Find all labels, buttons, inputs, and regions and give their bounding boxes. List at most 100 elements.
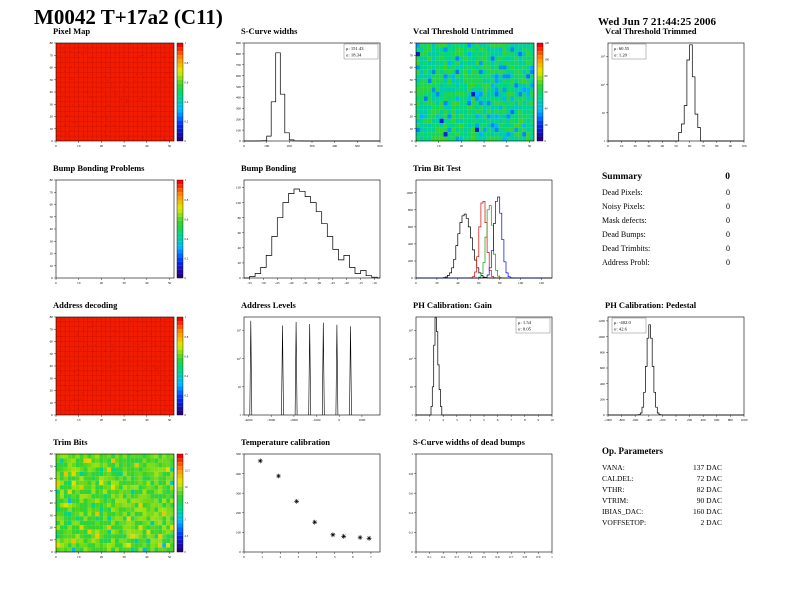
svg-text:30: 30	[50, 240, 54, 244]
op-parameter-row: IBIAS_DAC: 160 DAC	[602, 506, 722, 517]
svg-text:10: 10	[550, 418, 554, 422]
svg-text:700: 700	[236, 63, 241, 67]
svg-text:-800: -800	[618, 418, 625, 422]
svg-text:0.7: 0.7	[509, 555, 514, 559]
svg-text:0: 0	[55, 281, 57, 285]
svg-text:0.5: 0.5	[482, 555, 487, 559]
plot-title: PH Calibration: Gain	[413, 300, 492, 310]
svg-text:0.6: 0.6	[185, 354, 189, 358]
svg-text:0: 0	[185, 139, 187, 143]
svg-text:60: 60	[50, 340, 54, 344]
svg-text:-10: -10	[372, 281, 377, 285]
svg-text:0: 0	[51, 276, 53, 280]
svg-text:2: 2	[279, 555, 281, 559]
svg-text:0: 0	[239, 276, 241, 280]
svg-text:400: 400	[236, 472, 241, 476]
svg-text:30: 30	[122, 144, 126, 148]
svg-text:600: 600	[714, 418, 719, 422]
svg-text:10: 10	[410, 127, 414, 131]
svg-text:0: 0	[675, 418, 677, 422]
svg-text:100: 100	[518, 281, 523, 285]
address-decoding-chart: 10.80.60.40.200 10 20 30 40 50010203040506070…	[50, 315, 189, 422]
plot-scurve-widths-dead-bumps: S-Curve widths of dead bumps 0 0.1 0.2 0.3 0…	[398, 437, 564, 566]
svg-text:30: 30	[647, 144, 651, 148]
svg-text:0.2: 0.2	[185, 257, 189, 261]
svg-text:60: 60	[477, 281, 481, 285]
summary-row-value: 0	[726, 216, 730, 225]
dead-bumps-scurve-chart: 0 0.1 0.2 0.3 0.4 0.5 0.6 0.7 0.8 0.9 1 0 0.2 0.4 0.6 0…	[409, 452, 553, 559]
svg-text:10: 10	[77, 418, 81, 422]
svg-text:1: 1	[185, 178, 187, 182]
svg-text:0.2: 0.2	[185, 120, 189, 124]
scurve-widths-chart: 0 100 200 300 400 500 600 0 100 200 300 400 500 600 70…	[236, 41, 383, 148]
svg-text:300: 300	[309, 144, 314, 148]
svg-text:2.5: 2.5	[185, 534, 189, 538]
svg-text:10²: 10²	[237, 357, 241, 361]
svg-text:80: 80	[545, 74, 549, 78]
svg-text:0: 0	[55, 418, 57, 422]
svg-text:0.9: 0.9	[536, 555, 541, 559]
svg-text:50: 50	[50, 352, 54, 356]
svg-text:200: 200	[600, 398, 605, 402]
summary-row: Dead Pixels: 0	[602, 186, 730, 200]
address-levels-chart: -4000 -3000 -2000 -1000 0 1000 1 10 10² 10³	[237, 316, 381, 422]
plot-title: Pixel Map	[53, 26, 91, 36]
svg-text:0.4: 0.4	[185, 237, 189, 241]
svg-text:0.1: 0.1	[427, 555, 432, 559]
svg-text:9: 9	[538, 418, 540, 422]
svg-text:40: 40	[145, 555, 149, 559]
summary-row-value: 0	[726, 244, 730, 253]
svg-text:2: 2	[442, 418, 444, 422]
svg-text:σ: 18.34: σ: 18.34	[346, 53, 362, 58]
svg-text:20: 20	[545, 123, 549, 127]
summary-row-label: Address Probl:	[602, 258, 650, 267]
summary-title: Summary	[602, 172, 643, 182]
op-parameter-label: VTHR:	[602, 485, 625, 494]
svg-text:0: 0	[545, 139, 547, 143]
svg-text:600: 600	[600, 366, 605, 370]
svg-text:40: 40	[661, 144, 665, 148]
svg-text:20: 20	[410, 115, 414, 119]
svg-text:40: 40	[410, 90, 414, 94]
svg-text:1000: 1000	[741, 418, 748, 422]
svg-text:200: 200	[687, 418, 692, 422]
plot-address-decoding: Address decoding 1 0.8 0.6 0.4 0.2 0 0 10 20 30 40…	[38, 300, 204, 429]
svg-text:0: 0	[415, 144, 417, 148]
svg-text:40: 40	[50, 364, 54, 368]
summary-row-value: 0	[726, 230, 730, 239]
svg-text:300: 300	[236, 491, 241, 495]
svg-text:0.2: 0.2	[441, 555, 446, 559]
svg-text:900: 900	[236, 41, 241, 45]
svg-text:50: 50	[168, 281, 172, 285]
svg-text:-2000: -2000	[290, 418, 298, 422]
plot-title: Bump Bonding	[241, 163, 297, 173]
temperature-calibration-chart: 0 1 2 3 4 5 6 7 0 100 200 300 400 500	[236, 452, 381, 559]
svg-text:20: 20	[50, 389, 54, 393]
op-parameter-label: VTRIM:	[602, 496, 629, 505]
svg-text:40: 40	[238, 246, 242, 250]
svg-text:50: 50	[168, 144, 172, 148]
svg-text:15: 15	[185, 452, 189, 456]
svg-text:-25: -25	[331, 281, 336, 285]
svg-text:60: 60	[688, 144, 692, 148]
plot-title: Trim Bit Test	[413, 163, 462, 173]
svg-text:30: 30	[122, 555, 126, 559]
svg-text:0.6: 0.6	[185, 217, 189, 221]
svg-text:0.8: 0.8	[523, 555, 528, 559]
plot-scurve-widths: S-Curve widths 0 100 200 300 400 500 600 0 100 20…	[226, 26, 392, 155]
svg-text:100: 100	[545, 58, 550, 62]
svg-text:7: 7	[510, 418, 512, 422]
svg-text:10: 10	[50, 538, 54, 542]
svg-text:400: 400	[701, 418, 706, 422]
op-parameter-row: VTRIM: 90 DAC	[602, 495, 722, 506]
plot-title: S-Curve widths	[241, 26, 298, 36]
svg-text:5: 5	[483, 418, 485, 422]
svg-text:40: 40	[145, 144, 149, 148]
svg-text:-35: -35	[303, 281, 308, 285]
svg-text:100: 100	[741, 144, 746, 148]
svg-text:0.8: 0.8	[185, 198, 189, 202]
svg-text:1: 1	[411, 452, 413, 456]
svg-text:600: 600	[377, 144, 382, 148]
